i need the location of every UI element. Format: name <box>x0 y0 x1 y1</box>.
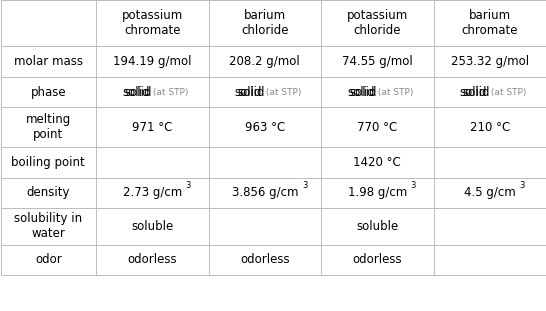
Text: 770 °C: 770 °C <box>357 121 397 134</box>
Text: solid: solid <box>235 86 262 99</box>
Text: odorless: odorless <box>240 253 289 267</box>
Text: odorless: odorless <box>353 253 402 267</box>
Text: (at STP): (at STP) <box>150 88 188 96</box>
Text: solid (at STP): solid (at STP) <box>339 86 416 99</box>
Text: (at STP): (at STP) <box>263 88 301 96</box>
Text: 74.55 g/mol: 74.55 g/mol <box>342 55 413 68</box>
Text: (at STP): (at STP) <box>375 88 413 96</box>
Text: barium
chromate: barium chromate <box>461 9 518 37</box>
Text: 4.5 g/cm: 4.5 g/cm <box>464 186 515 199</box>
Text: solid: solid <box>125 86 152 99</box>
Text: 194.19 g/mol: 194.19 g/mol <box>113 55 192 68</box>
Text: density: density <box>27 186 70 199</box>
Text: 3: 3 <box>519 182 525 190</box>
Text: boiling point: boiling point <box>11 156 85 169</box>
Text: solid: solid <box>347 86 375 99</box>
Text: potassium
chloride: potassium chloride <box>347 9 408 37</box>
Text: 2.73 g/cm: 2.73 g/cm <box>123 186 182 199</box>
Text: odor: odor <box>35 253 62 267</box>
Text: 1420 °C: 1420 °C <box>353 156 401 169</box>
Text: solubility in
water: solubility in water <box>14 212 82 240</box>
Text: (at STP): (at STP) <box>488 88 526 96</box>
Text: melting
point: melting point <box>26 113 71 141</box>
Text: molar mass: molar mass <box>14 55 83 68</box>
Text: solid (at STP): solid (at STP) <box>226 86 304 99</box>
Text: 971 °C: 971 °C <box>132 121 173 134</box>
Text: soluble: soluble <box>356 220 399 233</box>
Text: 1.98 g/cm: 1.98 g/cm <box>348 186 407 199</box>
Text: 208.2 g/mol: 208.2 g/mol <box>229 55 300 68</box>
Text: 3: 3 <box>302 182 307 190</box>
Text: soluble: soluble <box>131 220 174 233</box>
Text: 3.856 g/cm: 3.856 g/cm <box>232 186 298 199</box>
Text: 3: 3 <box>186 182 191 190</box>
Text: solid (at STP): solid (at STP) <box>114 86 191 99</box>
Text: phase: phase <box>31 86 66 99</box>
Text: solid: solid <box>460 86 487 99</box>
Text: solid: solid <box>238 86 265 99</box>
Text: solid: solid <box>350 86 377 99</box>
Text: 3: 3 <box>411 182 416 190</box>
Text: solid: solid <box>122 86 150 99</box>
Text: solid: solid <box>462 86 490 99</box>
Text: barium
chloride: barium chloride <box>241 9 288 37</box>
Text: solid (at STP): solid (at STP) <box>451 86 529 99</box>
Text: 253.32 g/mol: 253.32 g/mol <box>450 55 529 68</box>
Text: 210 °C: 210 °C <box>470 121 510 134</box>
Text: odorless: odorless <box>128 253 177 267</box>
Text: 963 °C: 963 °C <box>245 121 285 134</box>
Text: potassium
chromate: potassium chromate <box>122 9 183 37</box>
